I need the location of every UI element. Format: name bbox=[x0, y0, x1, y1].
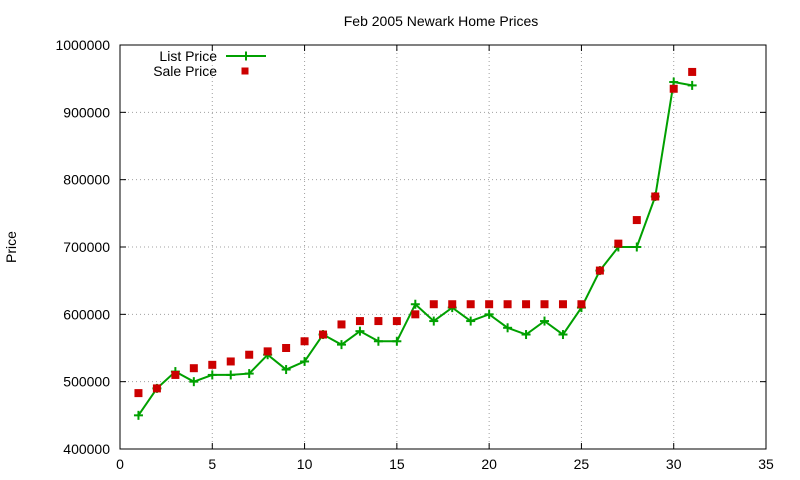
point-list-price bbox=[466, 316, 476, 326]
x-tick-label: 5 bbox=[208, 456, 216, 472]
point-sale-price bbox=[651, 192, 660, 201]
point-sale-price bbox=[448, 300, 457, 309]
point-sale-price bbox=[411, 310, 420, 319]
y-tick-label: 900000 bbox=[63, 104, 110, 120]
point-list-price bbox=[373, 336, 383, 346]
y-tick-label: 1000000 bbox=[55, 37, 110, 53]
point-sale-price bbox=[189, 364, 198, 373]
point-list-price bbox=[484, 309, 494, 319]
y-tick-label: 800000 bbox=[63, 172, 110, 188]
point-sale-price bbox=[263, 347, 272, 356]
legend-marker-list-price bbox=[241, 51, 251, 61]
point-list-price bbox=[300, 356, 310, 366]
point-sale-price bbox=[503, 300, 512, 309]
point-sale-price bbox=[171, 370, 180, 379]
point-sale-price bbox=[558, 300, 567, 309]
point-list-price bbox=[558, 330, 568, 340]
point-sale-price bbox=[319, 330, 328, 339]
legend-label-list-price: List Price bbox=[159, 48, 217, 64]
point-sale-price bbox=[429, 300, 438, 309]
point-sale-price bbox=[522, 300, 531, 309]
x-tick-label: 35 bbox=[758, 456, 774, 472]
y-tick-label: 700000 bbox=[63, 239, 110, 255]
x-tick-label: 15 bbox=[389, 456, 405, 472]
point-list-price bbox=[429, 316, 439, 326]
point-sale-price bbox=[669, 84, 678, 93]
series-layer bbox=[133, 67, 697, 420]
point-list-price bbox=[521, 330, 531, 340]
point-list-price bbox=[392, 336, 402, 346]
point-sale-price bbox=[577, 300, 586, 309]
legend-label-sale-price: Sale Price bbox=[153, 63, 217, 79]
y-tick-label: 500000 bbox=[63, 374, 110, 390]
point-list-price bbox=[281, 365, 291, 375]
point-list-price bbox=[207, 370, 217, 380]
point-list-price bbox=[540, 316, 550, 326]
point-sale-price bbox=[374, 317, 383, 326]
point-sale-price bbox=[392, 317, 401, 326]
point-list-price bbox=[687, 80, 697, 90]
y-tick-label: 400000 bbox=[63, 441, 110, 457]
y-axis-label: Price bbox=[3, 231, 19, 263]
point-list-price bbox=[503, 323, 513, 333]
x-tick-label: 25 bbox=[574, 456, 590, 472]
point-sale-price bbox=[466, 300, 475, 309]
x-tick-label: 20 bbox=[481, 456, 497, 472]
point-sale-price bbox=[632, 216, 641, 225]
point-sale-price bbox=[152, 384, 161, 393]
point-sale-price bbox=[540, 300, 549, 309]
legend: List Price Sale Price bbox=[153, 48, 266, 79]
point-sale-price bbox=[282, 344, 291, 352]
point-sale-price bbox=[595, 266, 604, 275]
point-list-price bbox=[632, 242, 642, 252]
point-sale-price bbox=[134, 389, 143, 398]
point-sale-price bbox=[337, 320, 346, 329]
point-list-price bbox=[189, 377, 199, 387]
x-tick-label: 10 bbox=[297, 456, 313, 472]
y-tick-label: 600000 bbox=[63, 306, 110, 322]
x-tick-label: 0 bbox=[116, 456, 124, 472]
axis-ticks: 0 5 10 15 20 25 30 35 400000 500000 600000 700000 80… bbox=[55, 37, 774, 472]
point-list-price bbox=[355, 326, 365, 336]
grid-lines bbox=[120, 45, 766, 449]
point-list-price bbox=[410, 299, 420, 309]
series-line-list-price bbox=[137, 80, 693, 416]
point-sale-price bbox=[688, 67, 697, 76]
point-sale-price bbox=[226, 357, 235, 366]
point-sale-price bbox=[208, 360, 217, 369]
chart-title: Feb 2005 Newark Home Prices bbox=[344, 13, 539, 29]
point-sale-price bbox=[300, 337, 309, 346]
point-list-price bbox=[226, 370, 236, 380]
point-sale-price bbox=[485, 300, 494, 309]
x-tick-label: 30 bbox=[666, 456, 682, 472]
legend-marker-sale-price bbox=[241, 67, 249, 75]
point-list-price bbox=[133, 410, 143, 420]
point-list-price bbox=[244, 369, 254, 379]
point-sale-price bbox=[245, 350, 254, 359]
point-sale-price bbox=[614, 239, 623, 248]
point-sale-price bbox=[355, 317, 364, 326]
point-list-price bbox=[336, 340, 346, 350]
